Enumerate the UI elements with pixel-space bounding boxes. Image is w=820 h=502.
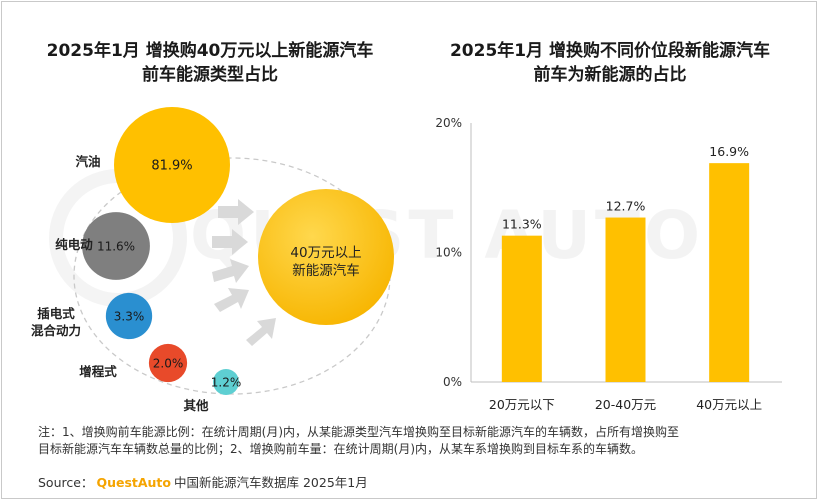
- x-tick-label: 40万元以上: [696, 397, 762, 412]
- bubble-category-label: 汽油: [75, 154, 100, 169]
- left-title-line2: 前车能源类型占比: [142, 65, 278, 85]
- arrow-icon: [246, 318, 276, 346]
- x-tick-label: 20-40万元: [595, 397, 656, 412]
- footnote-line2: 目标新能源汽车车辆数总量的比例；2、增换购前车量：在统计周期(月)内，从某车系增…: [38, 442, 644, 456]
- bubble-value-label: 3.3%: [114, 310, 145, 324]
- right-title-line2: 前车为新能源的占比: [533, 65, 687, 85]
- bubble-1: [82, 212, 150, 280]
- bubble-category-label: 插电式: [37, 306, 75, 321]
- bubble-value-label: 81.9%: [151, 159, 192, 174]
- target-label-line2: 新能源汽车: [292, 262, 360, 279]
- bubble-category-label: 混合动力: [31, 323, 81, 338]
- left-title-line1: 2025年1月 增换购40万元以上新能源汽车: [46, 41, 374, 61]
- flow-arrows: [212, 199, 276, 346]
- footnote: 注：1、增换购前车能源比例：在统计周期(月)内，从某能源类型汽车增换购至目标新能…: [38, 424, 798, 458]
- bubble-0: [114, 107, 230, 223]
- bar-value-label: 16.9%: [709, 144, 749, 159]
- bubble-2: [105, 292, 153, 340]
- source-prefix: Source：: [38, 475, 94, 490]
- source-suffix: 中国新能源汽车数据库 2025年1月: [174, 475, 368, 490]
- bar-0: [501, 235, 542, 382]
- left-chart-title: 2025年1月 增换购40万元以上新能源汽车 前车能源类型占比: [20, 39, 400, 87]
- x-tick-label: 20万元以下: [489, 397, 555, 412]
- target-label-line1: 40万元以上: [290, 245, 361, 261]
- bar-chart: 0% 10% 20% 11.3% 20万元以下 12.7% 20-40万元 16.9% 40万元…: [435, 116, 782, 412]
- arrow-icon: [212, 259, 249, 283]
- bubble-category-label: 其他: [183, 398, 209, 413]
- bubble-value-label: 2.0%: [153, 357, 184, 371]
- bubble-category-label: 增程式: [79, 364, 117, 379]
- y-tick-label: 10%: [435, 246, 462, 260]
- arrow-icon: [212, 229, 248, 255]
- arrow-icon: [218, 199, 254, 225]
- bar-value-label: 12.7%: [606, 199, 646, 214]
- right-title-line1: 2025年1月 增换购不同价位段新能源汽车: [449, 41, 771, 61]
- target-circle: [258, 189, 394, 325]
- right-chart-title: 2025年1月 增换购不同价位段新能源汽车 前车为新能源的占比: [420, 39, 800, 87]
- y-tick-label: 20%: [435, 116, 462, 130]
- bubble-value-label: 11.6%: [97, 240, 135, 254]
- bar-2: [709, 163, 750, 382]
- bar-1: [605, 217, 646, 382]
- bubble-4: [213, 369, 239, 395]
- bar-value-label: 11.3%: [502, 217, 542, 232]
- arrow-icon: [214, 288, 249, 312]
- bubble-value-label: 1.2%: [211, 376, 242, 390]
- source-line: Source： QuestAuto 中国新能源汽车数据库 2025年1月: [38, 472, 368, 491]
- bubble-3: [148, 343, 188, 383]
- source-brand: QuestAuto: [96, 475, 171, 490]
- bubble-category-label: 纯电动: [55, 237, 93, 252]
- footnote-line1: 注：1、增换购前车能源比例：在统计周期(月)内，从某能源类型汽车增换购至目标新能…: [38, 425, 680, 439]
- y-tick-label: 0%: [443, 375, 462, 389]
